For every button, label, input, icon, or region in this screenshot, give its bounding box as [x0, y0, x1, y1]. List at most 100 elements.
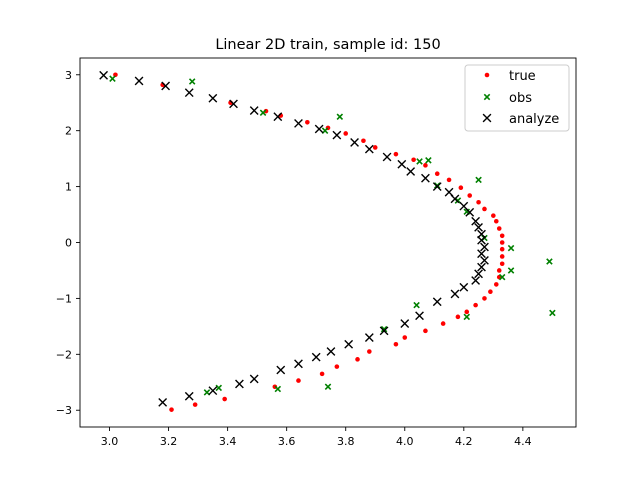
point-analyze — [364, 144, 374, 154]
point-obs — [546, 258, 553, 265]
point-true — [499, 246, 505, 252]
point-analyze — [432, 182, 442, 191]
scatter-marks — [99, 70, 556, 412]
point-true — [361, 138, 366, 144]
point-analyze — [158, 398, 168, 407]
point-true — [343, 131, 349, 136]
point-obs — [109, 75, 116, 82]
point-true — [305, 119, 310, 125]
point-analyze — [480, 255, 489, 265]
legend-marker-analyze — [482, 113, 492, 123]
point-analyze — [344, 339, 354, 349]
y-tick-label: −2 — [56, 348, 72, 361]
point-true — [355, 357, 360, 362]
point-obs — [425, 157, 432, 164]
point-analyze — [450, 194, 460, 204]
point-obs — [416, 158, 423, 165]
point-obs — [549, 309, 556, 317]
point-analyze — [99, 70, 109, 80]
point-true — [423, 328, 428, 334]
y-tick-label: 0 — [65, 237, 72, 250]
point-analyze — [406, 167, 416, 176]
legend-markers — [482, 72, 492, 123]
legend-label-analyze: analyze — [509, 112, 559, 127]
point-analyze — [294, 119, 303, 128]
point-obs — [324, 383, 332, 391]
point-analyze — [294, 359, 303, 369]
point-obs — [507, 267, 515, 274]
point-true — [493, 282, 499, 287]
point-true — [446, 177, 452, 183]
x-tick-label: 4.2 — [455, 435, 473, 448]
point-analyze — [415, 311, 424, 321]
point-true — [482, 296, 487, 301]
point-obs — [498, 273, 506, 281]
point-true — [499, 261, 505, 267]
point-analyze — [249, 106, 259, 115]
point-obs — [433, 182, 441, 189]
point-true — [482, 206, 487, 212]
y-tick-label: 3 — [65, 69, 72, 82]
point-true — [393, 151, 399, 157]
y-tick-label: 2 — [65, 125, 72, 138]
point-analyze — [134, 76, 144, 86]
x-tick-label: 3.8 — [337, 435, 355, 448]
chart-title: Linear 2D train, sample id: 150 — [215, 37, 440, 53]
plot-frame — [79, 57, 577, 428]
point-analyze — [382, 152, 392, 162]
point-true — [319, 371, 325, 377]
point-true — [334, 364, 340, 369]
point-analyze — [465, 207, 475, 217]
y-tick-label: −1 — [56, 292, 72, 305]
point-analyze — [208, 93, 218, 103]
point-true — [458, 185, 464, 191]
point-analyze — [326, 347, 336, 356]
point-analyze — [350, 138, 359, 147]
point-true — [464, 309, 470, 315]
point-obs — [380, 325, 388, 333]
y-axis-ticks: −3 −2 −1 0 1 2 3 — [56, 69, 80, 417]
point-analyze — [184, 391, 194, 401]
y-tick-label: −3 — [56, 404, 72, 417]
series-true — [113, 72, 505, 412]
point-true — [499, 233, 505, 239]
point-true — [493, 218, 499, 224]
point-true — [296, 378, 301, 383]
point-true — [192, 402, 198, 407]
point-obs — [259, 109, 267, 117]
point-analyze — [459, 282, 469, 292]
point-true — [476, 199, 481, 205]
point-analyze — [477, 262, 486, 272]
point-analyze — [364, 333, 374, 342]
x-tick-label: 3.4 — [219, 435, 237, 448]
point-analyze — [400, 319, 410, 328]
point-analyze — [474, 269, 483, 279]
point-true — [473, 302, 478, 308]
point-true — [372, 145, 378, 150]
point-obs — [454, 197, 462, 204]
point-analyze — [477, 235, 486, 245]
point-true — [222, 396, 227, 402]
point-true — [434, 171, 440, 177]
x-tick-label: 4.0 — [396, 435, 414, 448]
point-obs — [188, 78, 196, 85]
point-obs — [475, 176, 482, 184]
x-tick-label: 4.4 — [514, 435, 532, 448]
point-obs — [215, 384, 223, 392]
series-analyze — [99, 70, 489, 407]
legend-marker-true — [484, 72, 490, 78]
point-true — [496, 268, 502, 273]
point-true — [499, 254, 505, 259]
point-true — [423, 163, 428, 168]
x-axis-ticks: 3.0 3.2 3.4 3.6 3.8 4.0 4.2 4.4 — [101, 427, 532, 448]
legend: true obs analyze — [464, 64, 570, 132]
point-analyze — [471, 276, 481, 285]
point-true — [467, 193, 473, 198]
series-obs — [109, 75, 556, 396]
x-tick-label: 3.2 — [160, 435, 178, 448]
point-analyze — [421, 173, 430, 183]
point-analyze — [480, 242, 489, 252]
point-true — [496, 226, 502, 231]
point-analyze — [276, 365, 286, 375]
point-analyze — [229, 99, 238, 109]
